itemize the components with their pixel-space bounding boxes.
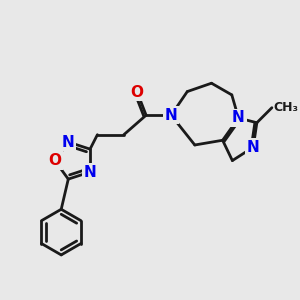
Text: N: N (247, 140, 260, 155)
Text: CH₃: CH₃ (273, 101, 298, 114)
Text: O: O (48, 153, 61, 168)
Text: N: N (165, 108, 178, 123)
Text: O: O (131, 85, 144, 100)
Text: N: N (232, 110, 245, 125)
Text: N: N (62, 134, 75, 149)
Text: N: N (84, 164, 96, 179)
